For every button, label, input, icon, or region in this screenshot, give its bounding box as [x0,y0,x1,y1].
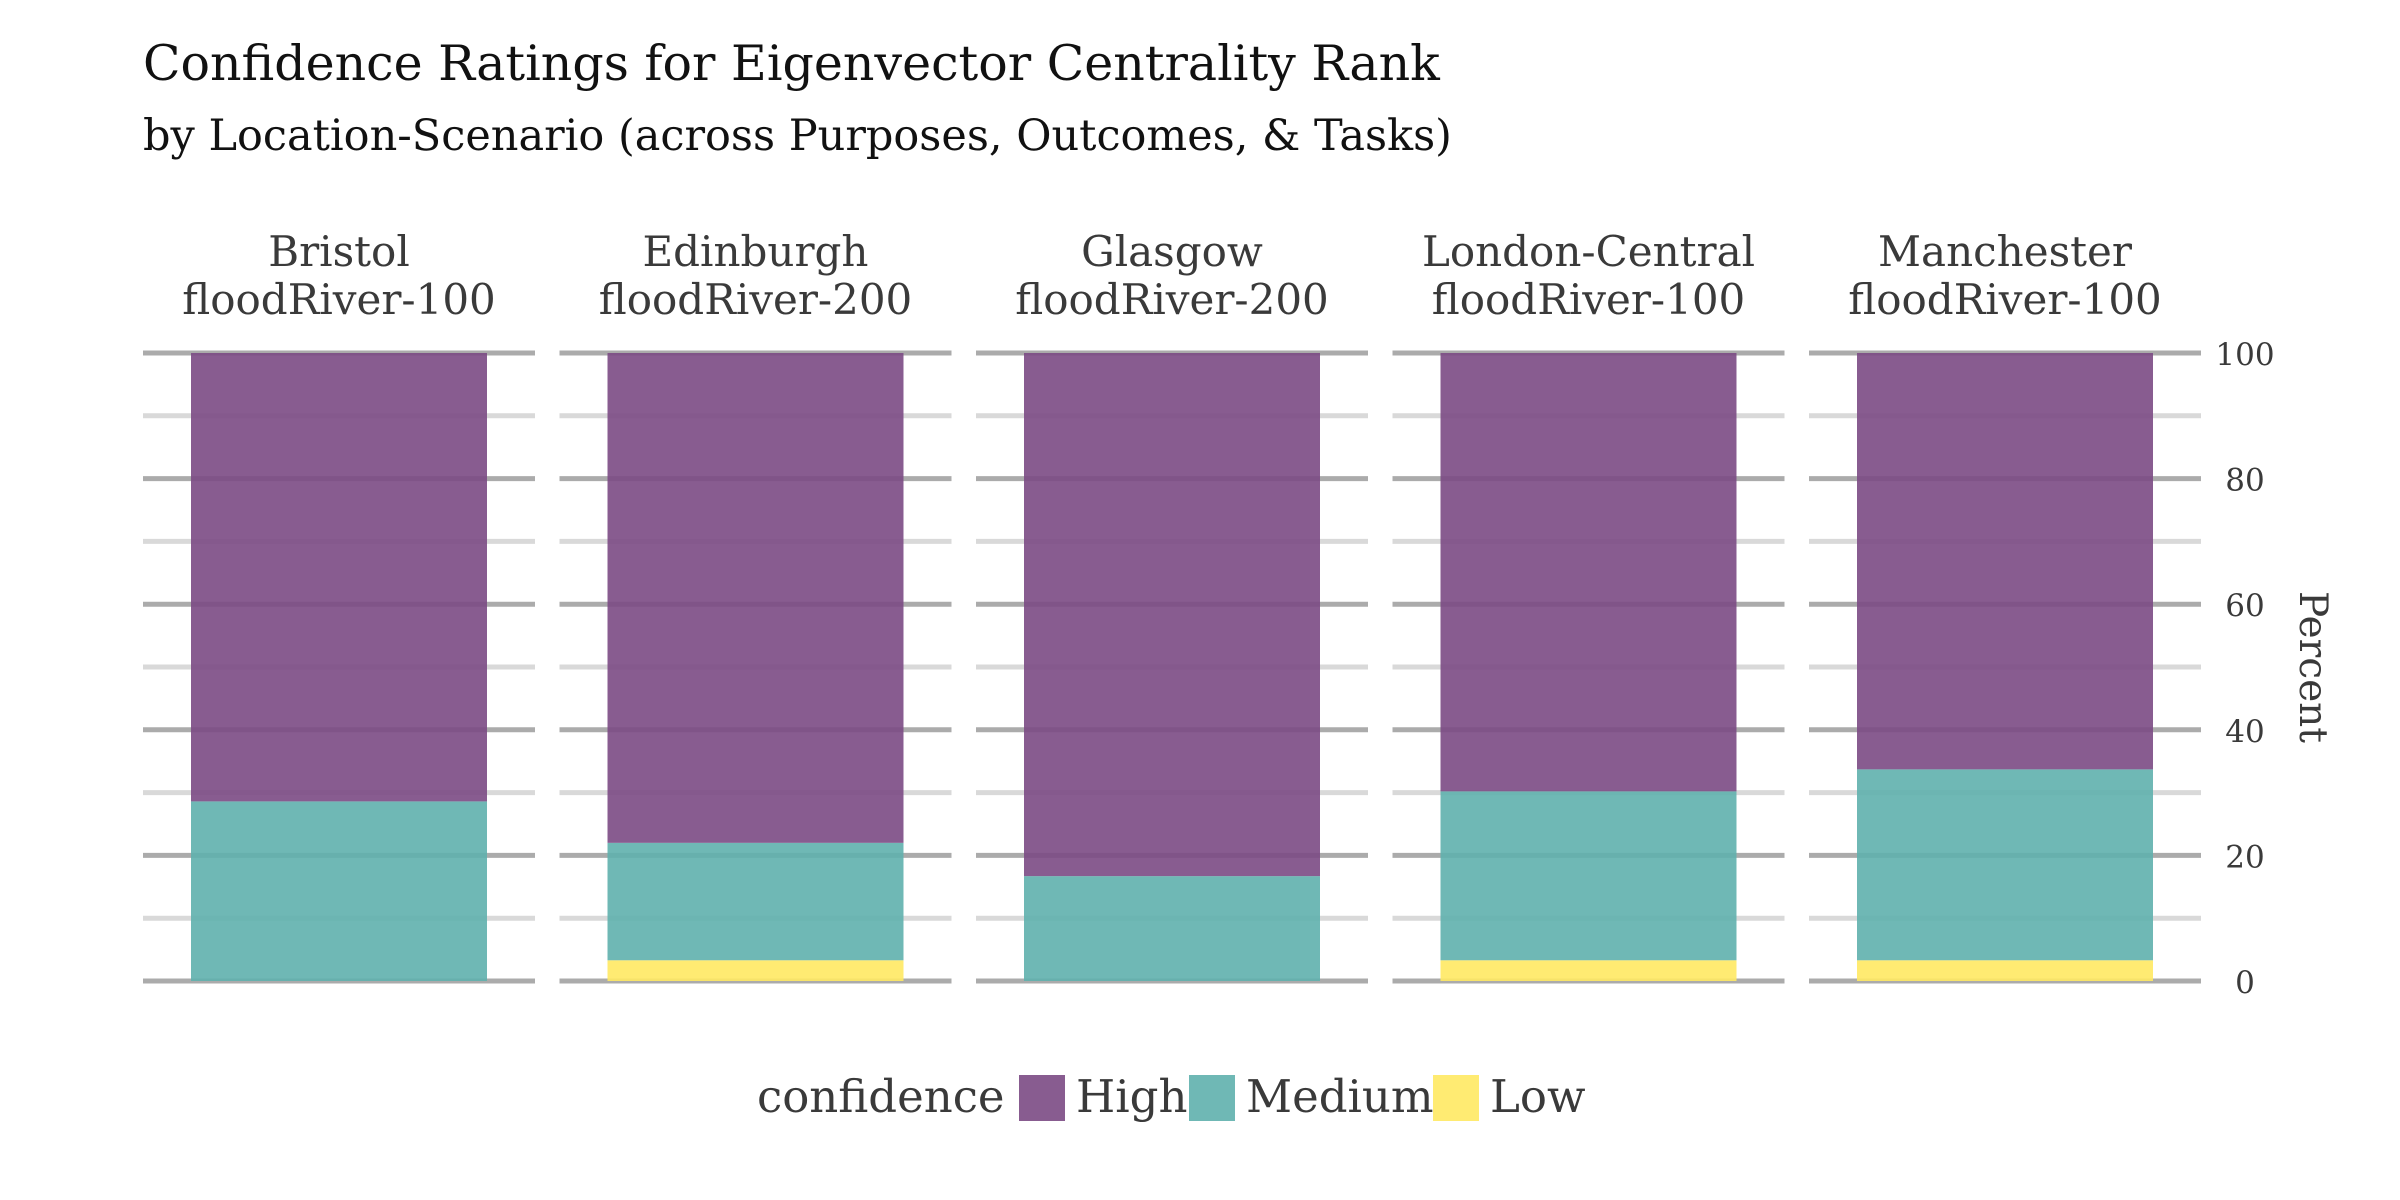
bar-manchester-high [1857,353,2153,770]
facet-label-location: Manchester [1878,227,2133,276]
facet-label-scenario: floodRiver-200 [599,275,913,324]
legend: confidence High Medium Low [757,1070,1586,1123]
facet-label-location: Edinburgh [643,227,869,276]
facet-label-scenario: floodRiver-200 [1015,275,1329,324]
legend-label-low: Low [1490,1070,1586,1123]
bar-manchester-medium [1857,769,2153,961]
facet-label-scenario: floodRiver-100 [1432,275,1746,324]
facet-label-scenario: floodRiver-100 [1848,275,2162,324]
bar-edinburgh-medium [607,842,904,961]
y-tick-label: 0 [2235,965,2255,1001]
y-tick-label: 60 [2225,588,2264,624]
legend-key-high [1019,1075,1065,1121]
bar-london-central-low [1440,960,1737,981]
chart-subtitle: by Location-Scenario (across Purposes, O… [143,111,1452,161]
bar-edinburgh-high [607,353,904,843]
facet-panels: BristolfloodRiver-100EdinburghfloodRiver… [143,227,2201,984]
bar-manchester-low [1857,960,2153,981]
legend-key-medium [1189,1075,1235,1121]
bar-glasgow-high [1024,353,1320,877]
bar-london-central-high [1440,353,1737,792]
facet-label-scenario: floodRiver-100 [182,275,496,324]
chart-title: Confidence Ratings for Eigenvector Centr… [143,35,1441,92]
legend-key-low [1433,1075,1479,1121]
y-tick-label: 80 [2225,463,2264,499]
facet-label-location: Bristol [268,227,410,276]
y-axis-title: Percent [2290,591,2335,743]
y-tick-label: 20 [2225,839,2264,875]
legend-label-medium: Medium [1246,1070,1434,1123]
legend-title: confidence [757,1070,1005,1123]
bar-glasgow-medium [1024,876,1320,981]
bar-edinburgh-low [607,960,904,981]
bar-bristol-medium [191,801,487,981]
facet-label-location: Glasgow [1081,227,1263,276]
y-axis: 0 20 40 60 80 100 [2215,337,2274,1001]
y-tick-label: 40 [2225,714,2264,750]
y-tick-label: 100 [2215,337,2274,373]
legend-label-high: High [1076,1070,1187,1123]
bar-london-central-medium [1440,791,1737,961]
facet-label-location: London-Central [1422,227,1755,276]
bar-bristol-high [191,353,487,802]
